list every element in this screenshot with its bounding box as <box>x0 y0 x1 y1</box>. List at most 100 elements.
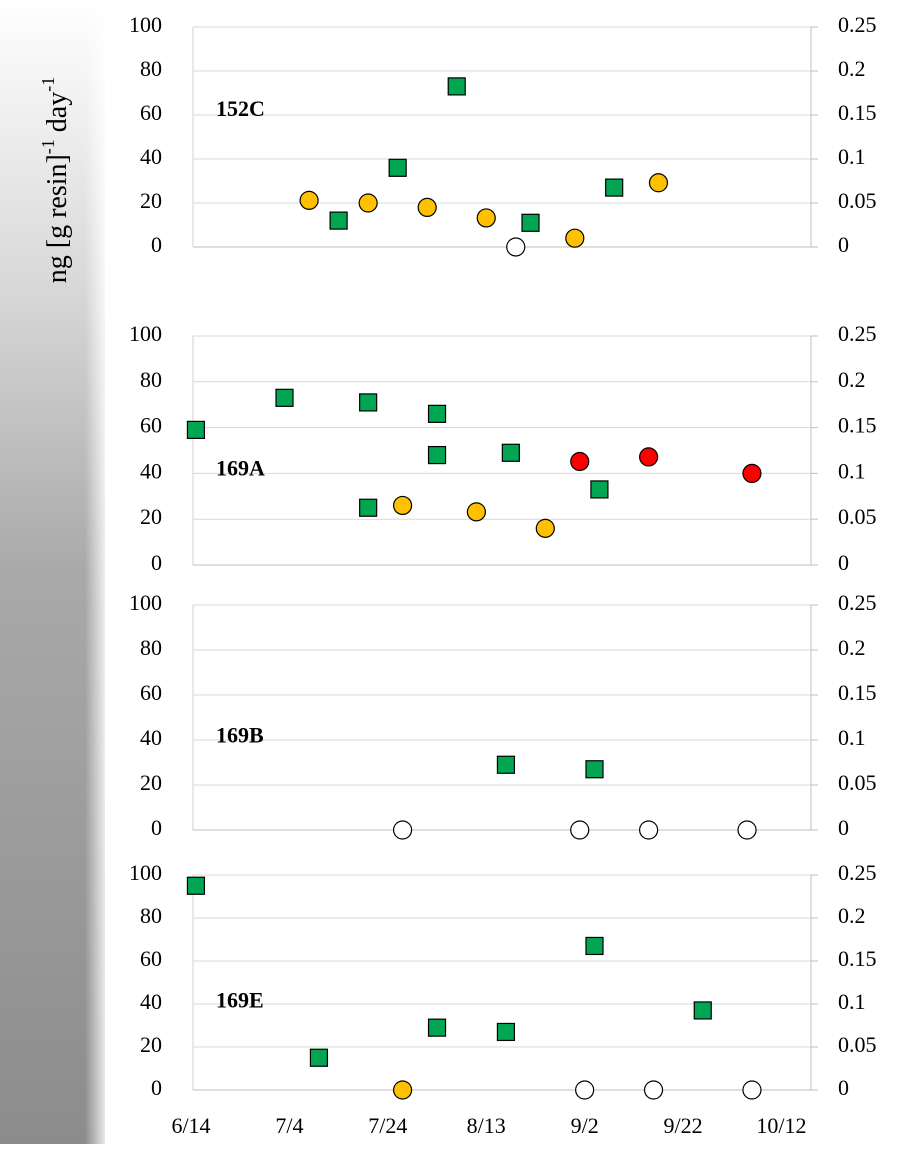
y-tick-label: 80 <box>140 903 162 928</box>
square-marker <box>496 1022 516 1042</box>
square-marker <box>521 213 540 232</box>
circle-marker <box>737 820 757 840</box>
y-tick-label: 60 <box>140 413 162 438</box>
circle-marker <box>570 451 590 472</box>
y2-tick-label: 0.05 <box>838 504 877 529</box>
x-tick-label: 6/14 <box>171 1113 210 1138</box>
circle-marker <box>392 495 413 516</box>
square-marker <box>427 445 447 465</box>
circle-marker <box>648 173 669 193</box>
square-marker <box>585 936 604 956</box>
square-marker <box>427 404 447 423</box>
y2-tick-label: 0.25 <box>838 860 877 885</box>
y2-tick-label: 0.05 <box>838 188 877 213</box>
y2-tick-label: 0.1 <box>838 458 866 483</box>
circle-marker <box>639 820 659 840</box>
square-marker <box>359 393 378 412</box>
y2-tick-label: 0.25 <box>838 590 877 615</box>
square-marker <box>585 760 604 779</box>
circle-marker <box>299 190 319 210</box>
square-marker <box>496 755 516 774</box>
circle-marker <box>742 1080 762 1100</box>
y-tick-label: 40 <box>140 144 162 169</box>
y-title-sup: -1 <box>38 77 58 92</box>
y-tick-label: 100 <box>129 590 162 615</box>
y-tick-label: 0 <box>151 232 162 257</box>
circle-marker <box>506 237 526 257</box>
square-marker <box>388 158 407 177</box>
y-tick-label: 80 <box>140 367 162 392</box>
circle-marker <box>392 1080 413 1100</box>
y-tick-label: 100 <box>129 860 162 885</box>
y-tick-label: 20 <box>140 1032 162 1057</box>
y2-tick-label: 0.05 <box>838 1032 877 1057</box>
y-tick-label: 100 <box>129 12 162 37</box>
y2-tick-label: 0.25 <box>838 12 877 37</box>
square-marker <box>275 388 294 407</box>
circle-marker <box>639 447 659 467</box>
y2-tick-label: 0.1 <box>838 144 866 169</box>
circle-marker <box>575 1080 595 1100</box>
square-marker <box>605 178 624 197</box>
y2-tick-label: 0.15 <box>838 680 877 705</box>
y-title-part: day <box>42 92 73 139</box>
square-marker <box>590 480 609 499</box>
y2-tick-label: 0 <box>838 815 849 840</box>
x-tick-label: 8/13 <box>467 1113 506 1138</box>
y-tick-label: 0 <box>151 815 162 840</box>
y2-tick-label: 0 <box>838 232 849 257</box>
circle-marker <box>392 820 413 840</box>
square-marker <box>447 77 466 96</box>
x-tick-label: 10/12 <box>756 1113 806 1138</box>
circle-marker <box>535 518 555 538</box>
y2-tick-label: 0.05 <box>838 770 877 795</box>
x-tick-label: 7/24 <box>368 1113 407 1138</box>
circle-marker <box>358 193 378 213</box>
x-tick-label: 7/4 <box>275 1113 303 1138</box>
y2-tick-label: 0.2 <box>838 367 866 392</box>
circle-marker <box>476 208 496 228</box>
y-title-part: ng [g resin] <box>42 154 73 283</box>
y-tick-label: 40 <box>140 989 162 1014</box>
y2-tick-label: 0.25 <box>838 321 877 346</box>
circle-marker <box>565 228 585 248</box>
circle-marker <box>643 1080 664 1100</box>
square-marker <box>329 211 348 230</box>
y2-tick-label: 0.2 <box>838 635 866 660</box>
square-marker <box>693 1001 712 1020</box>
y-tick-label: 100 <box>129 321 162 346</box>
circle-marker <box>417 197 437 217</box>
y-tick-label: 60 <box>140 946 162 971</box>
y2-tick-label: 0 <box>838 1075 849 1100</box>
y2-tick-label: 0.2 <box>838 903 866 928</box>
circle-marker <box>570 820 590 840</box>
panel-title: 169E <box>216 988 264 1013</box>
y2-tick-label: 0.1 <box>838 725 866 750</box>
y-tick-label: 20 <box>140 188 162 213</box>
x-tick-label: 9/22 <box>664 1113 703 1138</box>
square-marker <box>501 443 520 462</box>
y-tick-label: 60 <box>140 680 162 705</box>
square-marker <box>427 1018 447 1037</box>
y-axis-title: ng [g resin]-1 day-1 <box>38 77 73 284</box>
y-tick-label: 80 <box>140 635 162 660</box>
y-tick-label: 0 <box>151 550 162 575</box>
x-tick-label: 9/2 <box>571 1113 599 1138</box>
circle-marker <box>742 463 762 483</box>
square-marker <box>186 420 206 439</box>
y2-tick-label: 0 <box>838 550 849 575</box>
panel-title: 152C <box>216 96 265 121</box>
y-tick-label: 0 <box>151 1075 162 1100</box>
y-tick-label: 40 <box>140 725 162 750</box>
circle-marker <box>466 502 486 522</box>
background-fade <box>85 0 110 1144</box>
y-tick-label: 40 <box>140 458 162 483</box>
y-title-sup: -1 <box>38 139 58 154</box>
y-tick-label: 80 <box>140 56 162 81</box>
square-marker <box>359 498 378 517</box>
y-tick-label: 60 <box>140 100 162 125</box>
panel-title: 169B <box>216 723 264 748</box>
y-tick-label: 20 <box>140 770 162 795</box>
y2-tick-label: 0.15 <box>838 946 877 971</box>
